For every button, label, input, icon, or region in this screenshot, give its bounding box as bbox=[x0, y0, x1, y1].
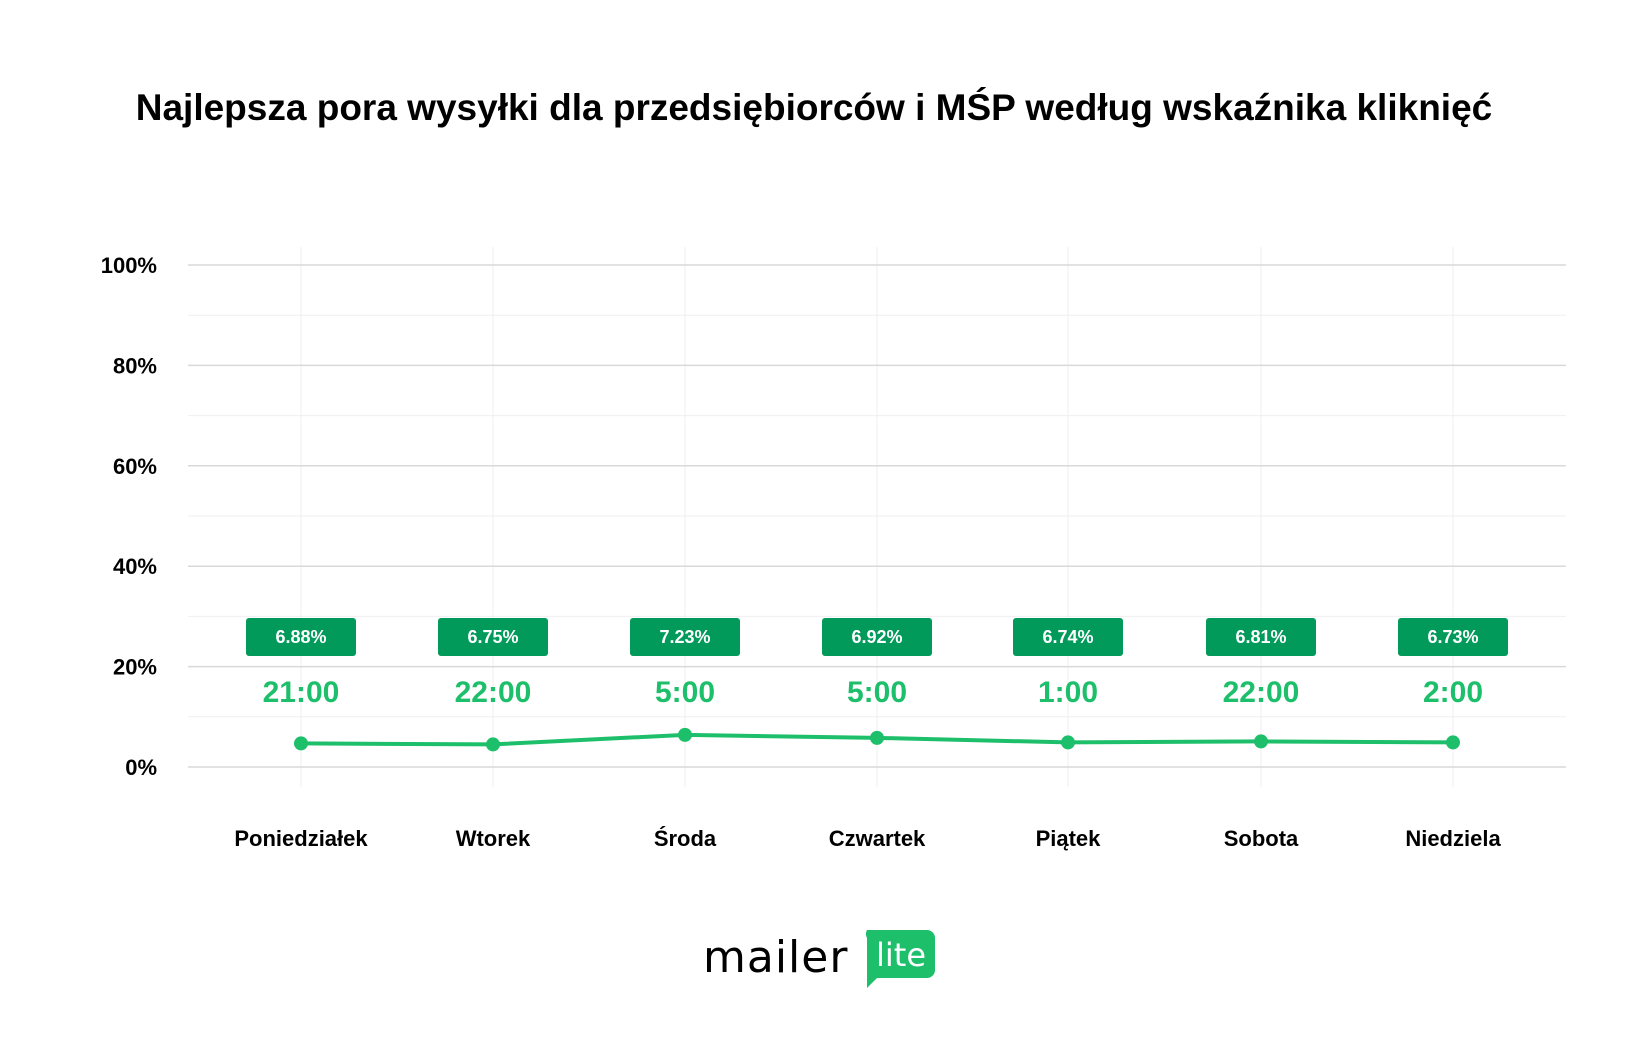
chart-title: Najlepsza pora wysyłki dla przedsiębiorc… bbox=[136, 86, 1492, 128]
data-label-badge bbox=[630, 618, 740, 656]
y-tick-label: 20% bbox=[113, 655, 157, 680]
data-point bbox=[1446, 735, 1460, 750]
data-point bbox=[486, 737, 500, 752]
data-point bbox=[678, 727, 692, 742]
data-point bbox=[1061, 735, 1075, 750]
data-label: 6.81% bbox=[1235, 627, 1286, 647]
data-point bbox=[1254, 734, 1268, 749]
best-time-label: 22:00 bbox=[455, 676, 532, 709]
data-label: 6.92% bbox=[851, 627, 902, 647]
best-time-label: 22:00 bbox=[1223, 676, 1300, 709]
x-tick-label: Czwartek bbox=[829, 826, 926, 851]
data-label-badge bbox=[822, 618, 932, 656]
best-time-label: 5:00 bbox=[847, 676, 907, 709]
x-tick-label: Niedziela bbox=[1405, 826, 1501, 851]
best-time-label: 5:00 bbox=[655, 676, 715, 709]
data-label: 6.88% bbox=[275, 627, 326, 647]
data-label: 6.75% bbox=[467, 627, 518, 647]
y-tick-label: 0% bbox=[125, 755, 157, 780]
data-label-badge bbox=[246, 618, 356, 656]
best-time-label: 1:00 bbox=[1038, 676, 1098, 709]
data-label-badge bbox=[1206, 618, 1316, 656]
data-labels: 6.88% 21:00 6.75% 22:00 7.23% 5:00 6.92% 5:00 6.… bbox=[246, 618, 1508, 709]
data-label: 7.23% bbox=[659, 627, 710, 647]
x-tick-label: Piątek bbox=[1036, 826, 1102, 851]
x-tick-label: Sobota bbox=[1224, 826, 1299, 851]
mailerlite-logo: mailer lite bbox=[703, 930, 935, 988]
y-tick-label: 60% bbox=[113, 454, 157, 479]
logo-bubble bbox=[865, 930, 935, 988]
x-tick-label: Środa bbox=[654, 826, 717, 851]
series-line bbox=[294, 727, 1460, 752]
data-point bbox=[870, 730, 884, 745]
data-label-badge bbox=[1398, 618, 1508, 656]
best-time-label: 21:00 bbox=[263, 676, 340, 709]
grid bbox=[188, 247, 1566, 787]
logo-lite: lite bbox=[876, 936, 926, 974]
y-tick-label: 80% bbox=[113, 353, 157, 378]
data-label-badge bbox=[438, 618, 548, 656]
data-label: 6.74% bbox=[1042, 627, 1093, 647]
data-label: 6.73% bbox=[1427, 627, 1478, 647]
logo-mailer: mailer bbox=[703, 932, 848, 983]
y-tick-label: 40% bbox=[113, 554, 157, 579]
y-tick-label: 100% bbox=[101, 253, 157, 278]
x-tick-label: Poniedziałek bbox=[234, 826, 368, 851]
data-point bbox=[294, 736, 308, 751]
x-axis: Poniedziałek Wtorek Środa Czwartek Piątek Sob… bbox=[234, 826, 1501, 851]
best-time-label: 2:00 bbox=[1423, 676, 1483, 709]
x-tick-label: Wtorek bbox=[456, 826, 531, 851]
data-label-badge bbox=[1013, 618, 1123, 656]
y-axis: 0% 20% 40% 60% 80% 100% bbox=[101, 253, 157, 780]
